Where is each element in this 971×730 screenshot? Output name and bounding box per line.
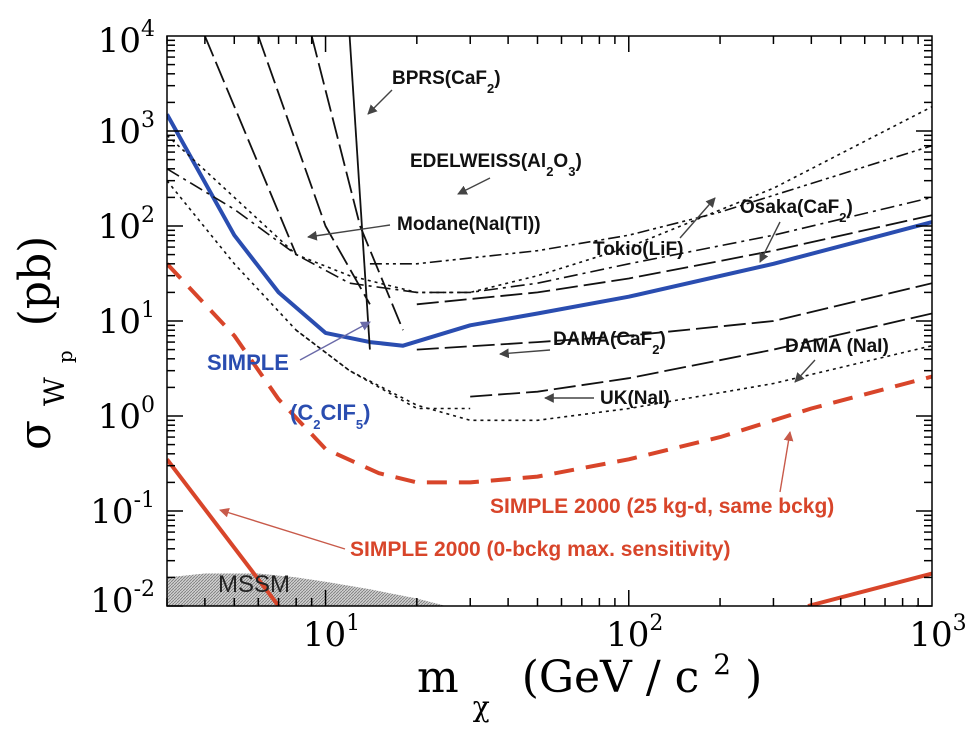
annotation-arrow-edelweiss [457,177,491,195]
y-tick-label: 10-1 [90,488,155,532]
series-steep-3 [348,36,371,350]
annotation-osaka: Osaka(CaF2) [740,197,853,225]
annotation-dama-nai: DAMA (NaI) [785,336,889,357]
series-uk-nai [470,312,932,398]
annotation-layer: BPRS(CaF2) EDELWEISS(Al2O3) Modane(NaI(Tl)… [207,68,889,561]
x-tick-label: 101 [303,611,360,655]
annotation-simple: SIMPLE [207,350,289,375]
x-axis-label-unit-sup: 2 [713,648,731,681]
series-simple2000-same-bckg [167,262,932,485]
tick-marks [166,36,932,607]
y-axis-label-main: σ [10,420,61,450]
series-modane [167,168,932,294]
annotation-simple-formula: (C2ClF5) [290,400,370,432]
annotation-arrow-osaka [759,221,781,263]
x-axis-label-unit-close: ) [745,652,762,703]
series-simple [167,113,932,348]
annotation-simple2000-same: SIMPLE 2000 (25 kg-d, same bckg) [490,495,834,518]
y-axis-label-sub: W [38,377,71,406]
series-steep-1 [204,36,298,255]
y-tick-label: 103 [98,108,155,152]
x-tick-label: 102 [606,611,663,655]
series-tokio [369,144,932,265]
annotation-arrow-modane [307,224,391,241]
annotation-uk: UK(NaI) [600,388,670,409]
mssm-area [167,573,447,606]
y-axis-label: σ W p (pb) [10,236,83,450]
x-axis-label-sub: χ [473,690,490,723]
plot-frame [166,35,933,607]
series-osaka [416,214,932,306]
x-axis-label: m χ (GeV / c 2 ) [417,634,762,727]
series-layer [167,36,932,606]
annotation-simple2000-zero: SIMPLE 2000 (0-bckg max. sensitivity) [350,538,730,561]
annotation-arrow-bprs [367,89,393,115]
x-tick-label: 103 [909,611,966,655]
x-axis-label-main: m [417,652,459,703]
x-axis-label-unit: (GeV / c [522,652,700,703]
series-steep-4 [310,36,404,331]
mssm-region [167,573,447,606]
y-tick-label: 102 [98,203,155,247]
y-axis-label-subsub: p [53,350,77,363]
annotation-arrow-simple [299,321,371,361]
y-tick-label: 104 [98,17,155,61]
y-tick-label: 101 [98,298,155,342]
annotation-arrow-tokio [679,197,716,239]
series-simple2000-0-bckg-b [807,571,932,606]
series-steep-2 [257,36,371,305]
y-tick-label: 100 [98,393,155,437]
series-dama-caf2 [416,282,932,351]
annotation-tokio: Tokio(LiF) [593,239,683,260]
series-simple2000-0-bckg-a [167,458,281,606]
mssm-label: MSSM [218,571,290,598]
annotation-dama-caf2: DAMA(CaF2) [553,329,666,357]
annotation-arrow-simple2000-zero [219,507,346,550]
y-tick-label: 10-2 [90,577,155,621]
annotation-arrow-dama-nai [794,359,816,383]
series-dotted-mid [295,329,471,410]
annotation-bprs: BPRS(CaF2) [392,68,501,96]
annotation-arrow-simple2000-same [779,431,794,493]
tick-labels: 101 102 103 104 103 102 101 100 10-1 10-2 [90,17,966,655]
y-axis-label-unit: (pb) [10,236,61,327]
annotation-arrow-dama-caf2 [499,348,551,359]
annotation-modane: Modane(NaI(Tl)) [397,214,541,235]
annotation-edelweiss: EDELWEISS(Al2O3) [410,151,582,179]
